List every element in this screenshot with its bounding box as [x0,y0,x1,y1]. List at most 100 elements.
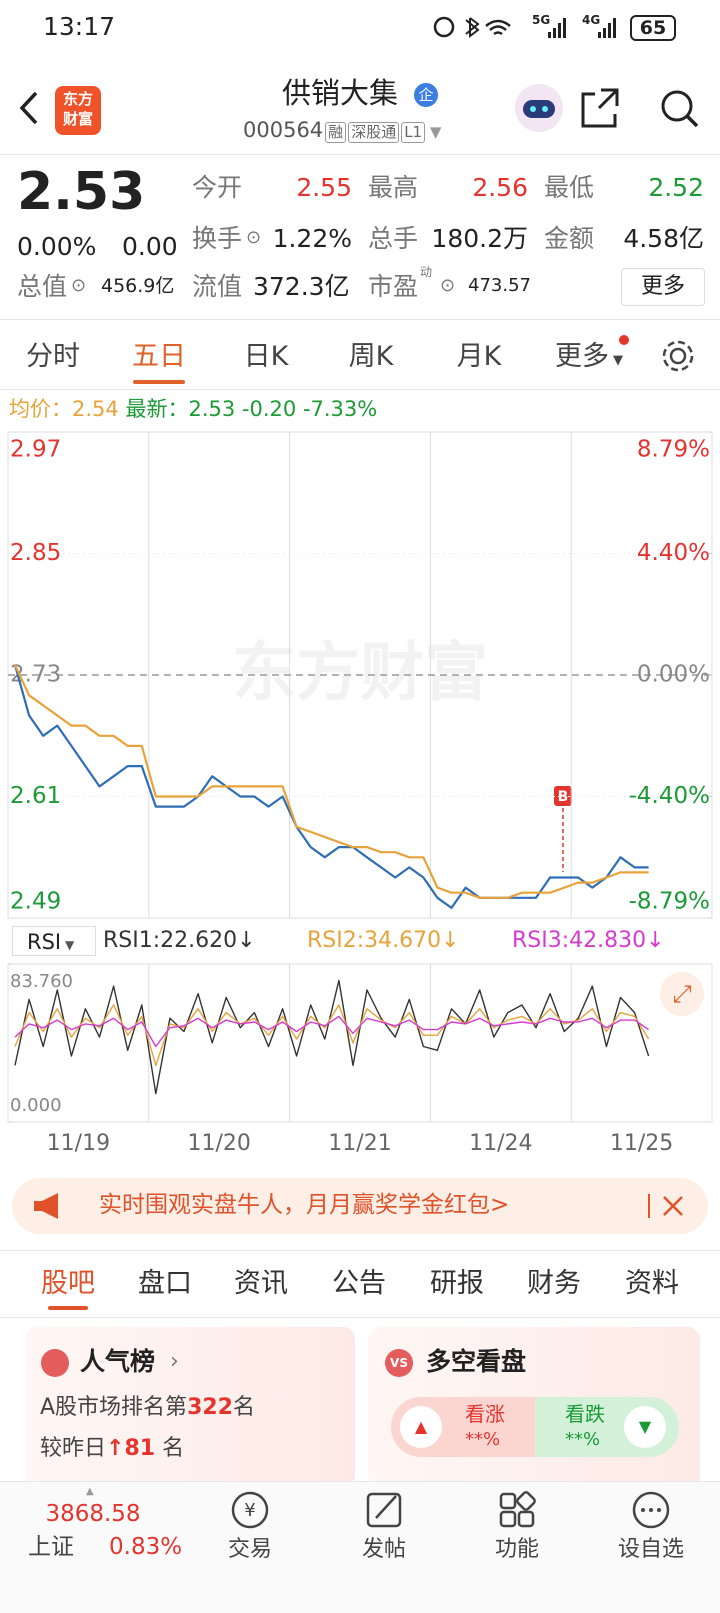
index-change[interactable]: 0.83% [109,1534,183,1560]
tab[interactable]: 月K [456,341,502,372]
x-tick-label: 11/20 [187,1131,250,1156]
series-line [14,1015,649,1048]
field-label: 金额 [544,224,595,253]
card-title: 多空看盘 [426,1347,527,1376]
y-tick-label: 2.61 [10,783,61,809]
logo-text: 财富 [62,110,93,128]
down-value: **% [565,1429,601,1450]
megaphone [34,1193,58,1219]
field-label: 今开 [192,173,243,202]
sub-tab[interactable]: 公告 [332,1268,386,1299]
sub-tab[interactable]: 资讯 [234,1268,288,1299]
field-label: 流值 [192,272,243,301]
tag: L1 [401,122,426,143]
change: 0.00 [122,232,178,261]
dropdown: ▼ [613,353,623,368]
index-value[interactable]: 3868.58 [45,1501,141,1527]
stock-code: 000564 融深股通 L1 ▼ [243,118,442,143]
field-value: 473.57 [468,275,531,296]
tab-active[interactable]: 五日 [132,341,186,372]
sub-tab[interactable]: 财务 [527,1268,581,1299]
settings[interactable] [660,338,696,374]
y2-tick-label: -4.40% [629,783,710,809]
sub-tab[interactable]: 研报 [430,1268,484,1299]
down-label: 看跌 [565,1402,605,1426]
tab[interactable]: 周K [348,341,394,372]
rank-line: A股市场排名第322名 [40,1397,255,1419]
plot-frame [7,963,713,1123]
y2-tick-label: 0.00% [637,662,710,688]
y2-tick-label: 4.40% [637,540,710,566]
field-value: 2.55 [296,173,352,202]
nav-item[interactable]: 交易 [227,1537,273,1562]
latest-label: 最新： [125,397,189,421]
tab[interactable]: 日K [243,341,289,372]
banner-text[interactable]: 实时围观实盘牛人，月月赢奖学金红包> [99,1192,510,1218]
app-logo[interactable]: 东方 财富 [55,86,101,135]
y-tick-label: 2.97 [10,437,61,463]
field-value: 180.2万 [431,224,528,253]
code: 000564 [243,118,324,142]
expand[interactable]: ⤢ [660,972,704,1016]
info-icon[interactable]: ⊙ [71,275,87,296]
sub-tab[interactable]: 盘口 [138,1268,192,1299]
indicator: RSI [27,930,62,954]
tab[interactable]: 更多 [555,341,609,372]
status-icons [433,16,511,38]
change: -0.20 [241,397,297,421]
field-value: 372.3亿 [253,272,350,301]
search[interactable] [661,90,693,122]
indicator-select[interactable]: RSI ▼ [12,926,96,956]
nav-item[interactable]: 发帖 [361,1537,407,1562]
info-icon[interactable]: ⊙ [440,275,456,296]
tag: 深股通 [348,122,400,143]
vs-icon: VS [385,1349,413,1377]
network: 4G [582,13,601,27]
banner[interactable] [12,1178,708,1234]
x-tick-label: 11/25 [610,1131,673,1156]
field-value: 2.56 [472,173,528,202]
rank-card[interactable] [25,1327,355,1487]
divider [0,319,720,320]
series-line [14,664,649,899]
text: A股市场排名第 [40,1395,188,1420]
up-icon: ▲ [400,1406,442,1448]
close[interactable] [661,1194,685,1218]
watermark: 东方财富 [232,637,488,711]
back-button[interactable] [16,90,42,126]
more-button[interactable]: 更多 [621,268,705,306]
legend-entry: RSI3:42.830↓ [512,928,665,953]
badge: 企 [414,83,438,107]
field-label: 市盈 [368,272,419,301]
network: 5G [532,13,551,27]
sub-tab[interactable]: 资料 [625,1268,679,1299]
rank: 322 [187,1395,233,1420]
legend-entry: RSI2:34.670↓ [307,928,460,953]
down-icon: ▼ [624,1406,666,1448]
delta: 81 [124,1436,156,1461]
field-sup: 动 [420,265,433,279]
sub-tab[interactable]: 股吧 [41,1268,95,1299]
nav-item[interactable]: 设自选 [617,1537,685,1562]
field-value: 4.58亿 [623,224,704,253]
series-line [13,664,649,909]
field-value: 2.52 [648,173,704,202]
tab[interactable]: 分时 [26,341,80,372]
bottom-nav [0,1481,720,1613]
divider [0,154,720,155]
text: 名 [162,1436,185,1461]
info-icon[interactable]: ⊙ [246,227,262,248]
y-tick-label: 83.760 [10,971,73,992]
rank-line: 较昨日↑81 名 [40,1436,185,1461]
caret: ▲ [86,1486,94,1497]
banner-sep [648,1194,650,1218]
field-value: 1.22% [272,224,352,253]
y-tick-label: 2.85 [10,540,61,566]
share[interactable] [581,88,619,128]
nav-item[interactable]: 功能 [494,1537,540,1562]
change-pct: -7.33% [302,397,378,421]
battery: 65 [630,15,676,41]
change-pct: 0.00% [17,232,97,261]
index-name[interactable]: 上证 [28,1534,74,1560]
